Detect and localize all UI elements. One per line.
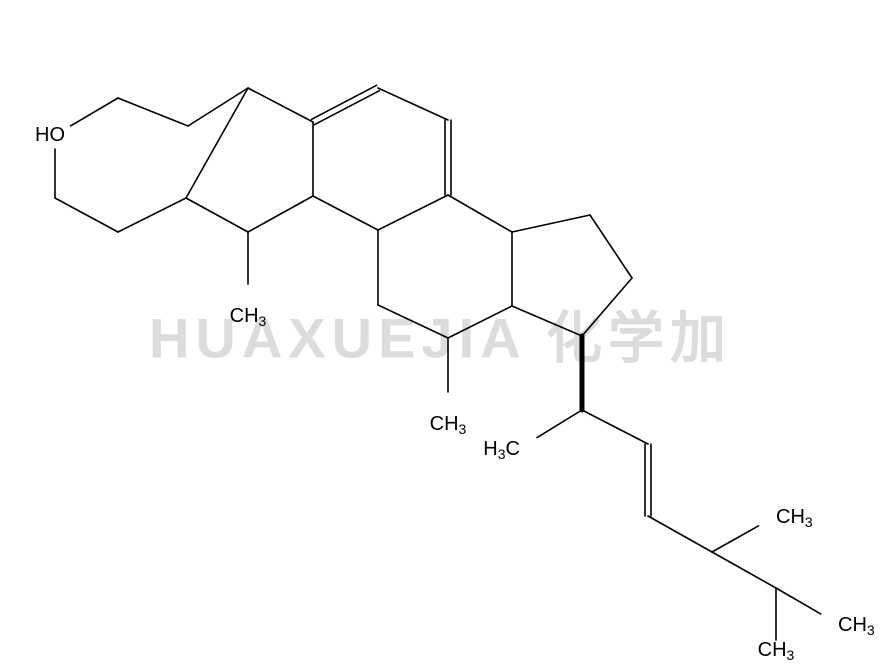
atom-label: HO (35, 124, 65, 146)
atom-label: CH3 (758, 639, 795, 663)
atom-label: H3C (483, 438, 520, 462)
atom-label: CH3 (838, 614, 875, 638)
molecule-structure: HO CH3 CH3 H3C CH3 CH3 CH3 (0, 0, 881, 667)
atom-label: CH3 (430, 413, 467, 437)
atom-label: CH3 (776, 506, 813, 530)
atom-label: CH3 (230, 305, 267, 329)
